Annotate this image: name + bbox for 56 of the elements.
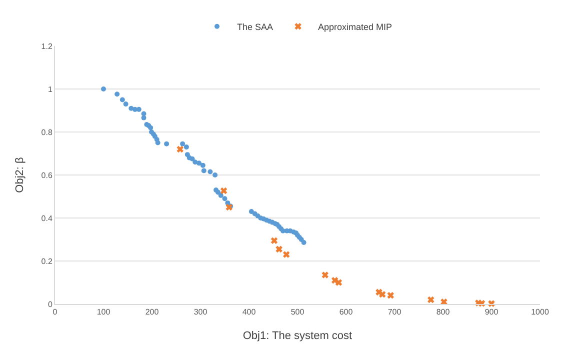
y-tick-label: 0.8 [41,128,53,137]
y-tick-label: 0.4 [41,214,53,223]
point [218,192,224,198]
point [220,186,228,194]
x-tick-label: 100 [96,308,111,317]
point [478,300,486,308]
point [222,196,228,202]
point [155,140,160,146]
point [180,141,186,146]
point [176,145,184,153]
point [196,160,202,166]
point [488,300,496,308]
point [270,236,278,244]
point [474,299,482,307]
y-axis-title: Obj2: β [14,157,26,193]
point [248,209,254,214]
y-tick-label: 0 [48,300,53,309]
x-tick-label: 900 [484,308,499,317]
point [184,144,189,150]
x-tick-label: 500 [290,308,305,317]
point [225,204,233,211]
x-tick-label: 800 [436,308,450,317]
point [375,288,383,296]
point [190,156,195,162]
point [334,278,342,286]
point [141,115,146,120]
point [331,276,339,284]
point [201,168,206,174]
x-tick-label: 300 [194,308,208,317]
x-tick-label: 1000 [531,308,550,317]
x-tick-label: 400 [242,308,256,317]
x-axis-title: Obj1: The system cost [242,330,352,342]
y-tick-label: 0.2 [41,256,53,266]
point [301,240,306,246]
x-tick-label: 600 [339,308,354,317]
legend-label: The SAA [237,22,274,32]
x-tick-label: 700 [388,308,402,317]
point [321,271,329,279]
point [123,102,128,107]
x-tick-label: 200 [145,308,160,317]
point [208,169,213,174]
point [212,172,218,178]
point [120,97,125,102]
point [427,296,435,304]
point [282,250,290,258]
y-tick-label: 0.6 [41,170,53,180]
point [275,245,283,253]
point [101,86,106,92]
point [114,92,120,97]
point [440,298,448,306]
y-tick-label: 1 [48,84,53,94]
legend-label: Approximated MIP [318,22,392,32]
point [136,106,142,112]
point [164,141,170,146]
point [200,162,206,168]
y-tick-label: 1.2 [41,42,53,51]
